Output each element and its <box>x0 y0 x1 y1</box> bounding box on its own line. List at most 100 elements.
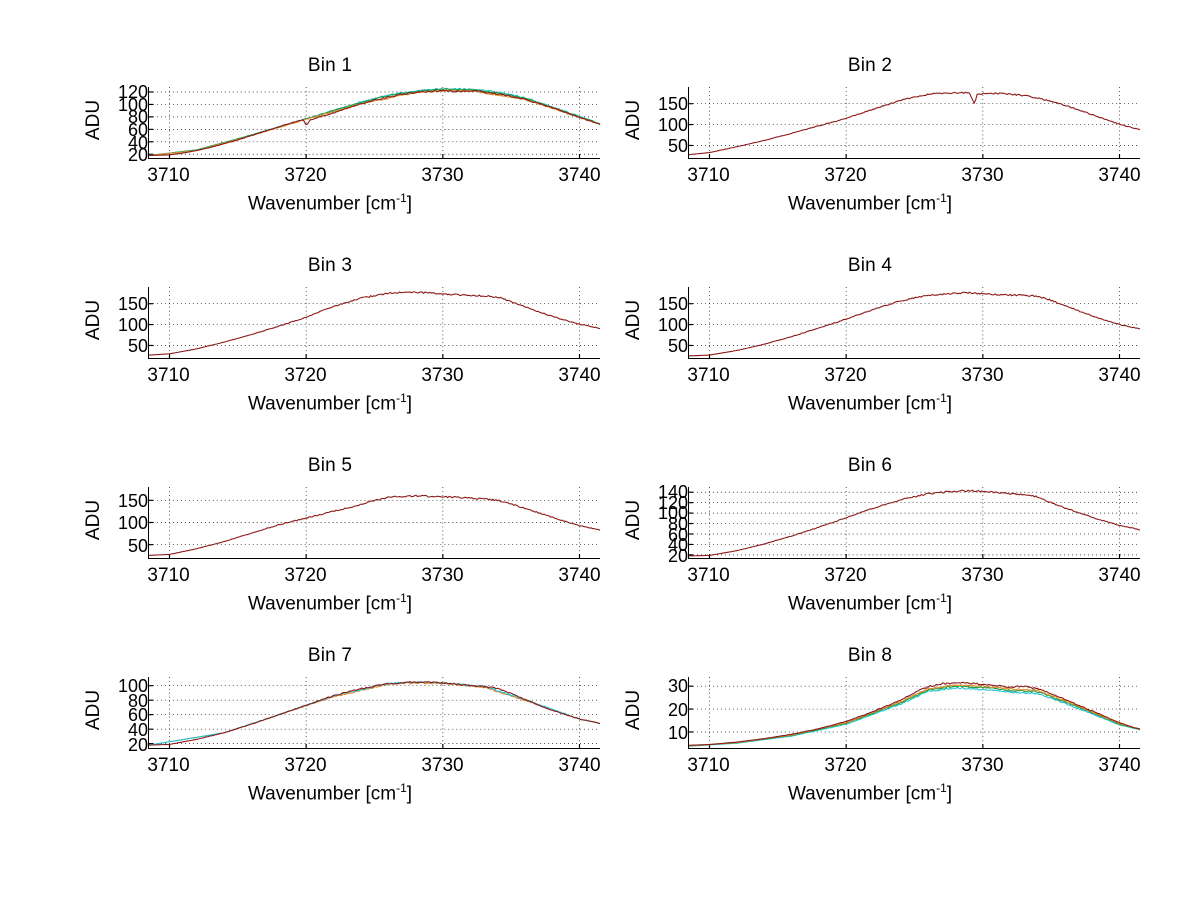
x-axis-label-close: ] <box>406 393 413 415</box>
plot-panel-4: Bin 4 ADU 50 100 150 3710 3720 3730 3740 Wavenumb… <box>600 255 1141 455</box>
x-axis-label-main: Wavenumber [cm <box>787 783 937 805</box>
y-tick-label: 150 <box>657 293 688 314</box>
x-tick-label: 3740 <box>1098 565 1141 586</box>
series-trace-darkred <box>689 292 1140 356</box>
series-trace-darkred <box>149 682 600 745</box>
y-tick-label: 80 <box>667 514 688 535</box>
plot-area <box>148 87 600 159</box>
x-tick-label: 3710 <box>147 755 190 776</box>
x-tick-label: 3730 <box>961 365 1004 386</box>
x-axis-label: Wavenumber [cm-1] <box>600 781 1140 805</box>
y-tick-label: 100 <box>117 94 148 115</box>
plot-title: Bin 4 <box>847 255 893 276</box>
y-tick-label: 150 <box>657 93 688 114</box>
plot-panel-3: Bin 3 ADU 50 100 150 3710 3720 3730 3740 Wavenumb… <box>60 255 601 455</box>
y-axis-label: ADU <box>83 99 104 141</box>
x-tick-labels: 3710 3720 3730 3740 <box>147 755 601 781</box>
x-axis-label-exponent: -1 <box>936 781 947 795</box>
plot-title: Bin 1 <box>307 55 353 76</box>
axes-area: ADU 50 100 150 3710 3720 3730 3740 Wavenumber [c… <box>60 287 601 414</box>
y-axis-label: ADU <box>623 499 644 541</box>
series-trace-darkred <box>689 490 1140 556</box>
y-axis-label: ADU <box>83 299 104 341</box>
axes-area: ADU 50 100 150 3710 3720 3730 3740 Wavenumber [c… <box>60 487 601 614</box>
axes-area: ADU 20 40 60 80 100 3710 3720 3730 3740 Wavenumber… <box>60 677 601 805</box>
x-axis-label: Wavenumber [cm-1] <box>60 781 600 805</box>
plot-panel-5: Bin 5 ADU 50 100 150 3710 3720 3730 3740 Wavenumb… <box>60 455 601 655</box>
axes-area: ADU 10 20 30 3710 3720 3730 3740 Wavenumber [cm-… <box>600 676 1141 804</box>
x-tick-labels: 3710 3720 3730 3740 <box>687 365 1141 391</box>
y-tick-label: 100 <box>117 315 148 336</box>
x-axis-label-close: ] <box>406 193 413 215</box>
plot-title: Bin 8 <box>847 645 893 666</box>
x-tick-label: 3710 <box>147 165 190 186</box>
x-tick-label: 3730 <box>421 165 464 186</box>
plot-title: Bin 5 <box>307 455 353 476</box>
x-tick-label: 3730 <box>421 365 464 386</box>
series-trace-darkred <box>149 495 600 555</box>
y-tick-label: 60 <box>667 524 688 545</box>
y-axis-label: ADU <box>83 689 104 731</box>
y-tick-label: 100 <box>657 115 688 136</box>
series-trace-darkred <box>149 292 600 355</box>
x-tick-label: 3710 <box>687 565 730 586</box>
y-axis-label: ADU <box>83 499 104 541</box>
axes-area: ADU 50 100 150 3710 3720 3730 3740 Wavenumber [c… <box>600 87 1141 214</box>
y-tick-label: 60 <box>127 705 148 726</box>
y-tick-label: 50 <box>127 535 148 556</box>
y-tick-label: 50 <box>667 136 688 157</box>
y-tick-label: 80 <box>127 690 148 711</box>
x-tick-label: 3710 <box>687 365 730 386</box>
x-tick-labels: 3710 3720 3730 3740 <box>147 165 600 191</box>
y-tick-label: 80 <box>127 107 148 128</box>
y-tick-label: 20 <box>667 545 688 566</box>
x-tick-label: 3720 <box>824 565 867 586</box>
x-axis-label-main: Wavenumber [cm <box>787 193 937 215</box>
x-axis-label-exponent: -1 <box>396 781 407 795</box>
series-trace-cyan <box>149 682 600 746</box>
x-tick-label: 3720 <box>824 755 867 776</box>
plot-panel-1: Bin 1 ADU 20 40 60 80 100 120 3710 3720 3730 3740 Wa… <box>60 55 601 255</box>
y-tick-label: 20 <box>127 145 148 166</box>
x-axis-label-main: Wavenumber [cm <box>247 393 397 415</box>
x-tick-label: 3730 <box>961 755 1004 776</box>
plot-area <box>148 677 600 749</box>
y-tick-label: 40 <box>667 535 688 556</box>
x-axis-label-main: Wavenumber [cm <box>247 193 397 215</box>
x-tick-label: 3740 <box>1098 165 1141 186</box>
y-tick-label: 100 <box>657 315 688 336</box>
plot-title: Bin 2 <box>847 55 893 76</box>
plot-area <box>688 487 1140 559</box>
x-axis-label: Wavenumber [cm-1] <box>60 591 600 615</box>
y-tick-label: 120 <box>657 492 688 513</box>
x-axis-label: Wavenumber [cm-1] <box>60 391 600 415</box>
y-axis-label: ADU <box>623 99 644 141</box>
y-tick-label: 120 <box>117 82 148 103</box>
y-tick-label: 50 <box>127 336 148 357</box>
plot-area <box>148 487 600 559</box>
x-tick-label: 3720 <box>284 165 327 186</box>
x-tick-label: 3740 <box>558 365 601 386</box>
x-axis-label-close: ] <box>946 593 953 615</box>
series-trace-darkred <box>149 90 600 155</box>
x-tick-label: 3720 <box>284 365 327 386</box>
x-axis-label: Wavenumber [cm-1] <box>600 191 1140 215</box>
x-axis-label-close: ] <box>946 193 953 215</box>
x-tick-label: 3720 <box>284 565 327 586</box>
x-axis-label-exponent: -1 <box>396 591 407 605</box>
plot-title: Bin 3 <box>307 255 353 276</box>
x-tick-label: 3740 <box>1098 365 1141 386</box>
axes-area: ADU 50 100 150 3710 3720 3730 3740 Wavenumber [c… <box>600 287 1141 414</box>
x-axis-label: Wavenumber [cm-1] <box>60 191 600 215</box>
series-trace-darkred <box>689 92 1140 154</box>
y-tick-label: 30 <box>667 676 688 697</box>
y-tick-label: 60 <box>127 119 148 140</box>
x-axis-label: Wavenumber [cm-1] <box>600 591 1140 615</box>
plot-panel-6: Bin 6 ADU 20 40 60 80 100 120 140 3710 3720 3730 374… <box>600 455 1141 655</box>
plot-title: Bin 6 <box>847 455 893 476</box>
x-axis-label: Wavenumber [cm-1] <box>600 391 1140 415</box>
y-tick-label: 40 <box>127 719 148 740</box>
x-tick-label: 3710 <box>147 365 190 386</box>
x-tick-label: 3740 <box>558 755 601 776</box>
